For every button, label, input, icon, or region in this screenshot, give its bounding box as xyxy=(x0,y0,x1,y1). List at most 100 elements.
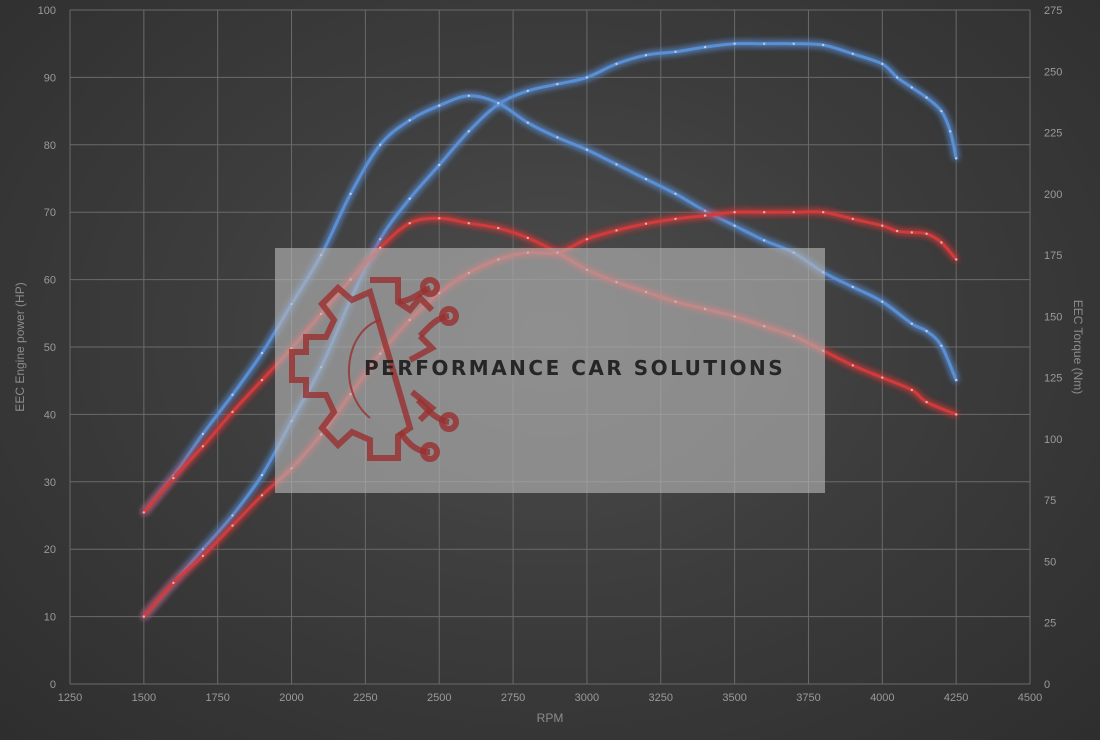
y1-tick-label: 70 xyxy=(44,207,56,219)
data-point xyxy=(644,222,648,225)
data-point xyxy=(615,229,618,232)
data-point xyxy=(881,376,884,379)
y2-tick-label: 200 xyxy=(1044,189,1062,201)
data-point xyxy=(231,393,234,396)
data-point xyxy=(822,211,825,214)
data-point xyxy=(526,236,529,240)
y1-tick-label: 80 xyxy=(44,140,56,152)
data-point xyxy=(910,86,913,89)
watermark-text: PERFORMANCE CAR SOLUTIONS xyxy=(364,356,785,380)
data-point xyxy=(895,229,899,233)
data-point xyxy=(822,43,825,47)
data-point xyxy=(851,364,854,367)
data-point xyxy=(526,121,529,124)
data-point xyxy=(615,163,618,166)
data-point xyxy=(763,239,766,242)
y2-tick-label: 125 xyxy=(1044,373,1062,385)
data-point xyxy=(467,94,470,98)
data-point xyxy=(585,148,589,151)
data-point xyxy=(955,157,958,160)
data-point xyxy=(955,413,958,416)
x-tick-label: 2500 xyxy=(427,692,451,704)
data-point xyxy=(925,400,928,404)
gear-circuit-logo-icon xyxy=(289,277,459,462)
x-tick-label: 4000 xyxy=(870,692,894,704)
data-point xyxy=(763,42,766,45)
y1-tick-label: 0 xyxy=(50,679,56,691)
y2-tick-label: 25 xyxy=(1044,618,1056,630)
x-tick-label: 4250 xyxy=(944,692,968,704)
data-point xyxy=(910,322,913,325)
data-point xyxy=(763,211,766,214)
data-point xyxy=(379,143,382,146)
data-point xyxy=(142,511,145,514)
y1-tick-label: 30 xyxy=(44,477,56,489)
data-point xyxy=(792,42,795,45)
data-point xyxy=(910,388,913,392)
data-point xyxy=(349,192,352,195)
x-tick-label: 2750 xyxy=(501,692,525,704)
data-point xyxy=(674,192,677,195)
y1-tick-label: 50 xyxy=(44,342,56,354)
data-point xyxy=(467,222,470,225)
y1-axis-title: EEC Engine power (HP) xyxy=(13,282,27,411)
x-tick-label: 3750 xyxy=(796,692,820,704)
y2-axis-title: EEC Torque (Nm) xyxy=(1071,300,1085,394)
data-point xyxy=(703,214,707,217)
data-point xyxy=(925,329,928,333)
x-tick-label: 1250 xyxy=(58,692,82,704)
data-point xyxy=(260,473,264,477)
axis-ticks: 1250 1500 1750 2000 2250 2500 2750 3000 3250 3500… xyxy=(38,5,1063,704)
data-point xyxy=(644,54,648,57)
data-point xyxy=(231,524,234,527)
data-point xyxy=(881,224,884,227)
data-point xyxy=(940,241,943,244)
data-point xyxy=(201,445,205,448)
y1-tick-label: 100 xyxy=(38,5,56,17)
data-point xyxy=(674,217,677,221)
data-point xyxy=(142,615,145,618)
data-point xyxy=(703,209,707,213)
data-point xyxy=(674,50,677,53)
data-point xyxy=(881,300,884,303)
watermark: PERFORMANCE CAR SOLUTIONS xyxy=(275,248,825,493)
data-point xyxy=(851,52,854,55)
y2-tick-label: 50 xyxy=(1044,556,1056,568)
data-point xyxy=(940,109,943,113)
data-point xyxy=(940,344,943,347)
data-point xyxy=(733,42,736,45)
data-point xyxy=(925,96,928,99)
y2-tick-label: 75 xyxy=(1044,495,1056,507)
data-point xyxy=(408,222,411,225)
data-point xyxy=(408,197,411,200)
y1-tick-label: 90 xyxy=(44,72,56,84)
data-point xyxy=(733,211,736,214)
data-point xyxy=(526,89,529,93)
data-point xyxy=(260,351,264,355)
data-point xyxy=(644,177,648,181)
data-point xyxy=(851,217,854,221)
data-point xyxy=(497,226,500,230)
data-point xyxy=(851,285,854,289)
x-tick-label: 2000 xyxy=(279,692,303,704)
y1-tick-label: 60 xyxy=(44,275,56,287)
data-point xyxy=(201,548,205,551)
data-point xyxy=(585,76,589,79)
x-tick-label: 1500 xyxy=(132,692,156,704)
data-point xyxy=(792,211,795,214)
x-tick-label: 1750 xyxy=(205,692,229,704)
data-point xyxy=(585,238,589,241)
data-point xyxy=(231,410,234,414)
data-point xyxy=(733,224,736,227)
data-point xyxy=(260,378,264,382)
y1-tick-label: 40 xyxy=(44,409,56,421)
data-point xyxy=(497,101,500,105)
data-point xyxy=(201,432,205,436)
data-point xyxy=(895,76,899,79)
x-axis-title: RPM xyxy=(537,711,564,725)
data-point xyxy=(438,217,441,220)
watermark-panel xyxy=(275,248,825,493)
data-point xyxy=(260,494,264,497)
x-tick-label: 2250 xyxy=(353,692,377,704)
